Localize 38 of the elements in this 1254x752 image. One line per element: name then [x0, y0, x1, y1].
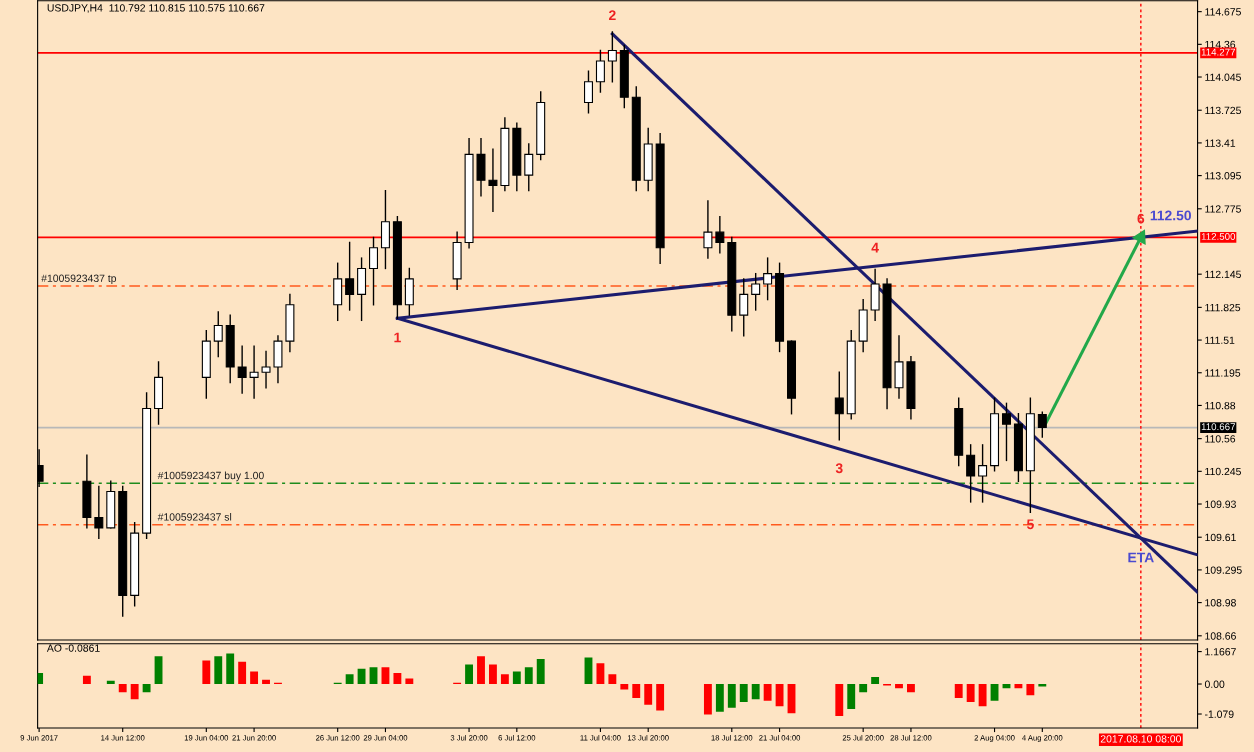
annotation: 6 [1137, 213, 1145, 224]
y-tick-label: 108.98 [1205, 599, 1236, 607]
y-tick-label: 111.825 [1205, 303, 1241, 312]
y-tick-label: 109.61 [1205, 533, 1236, 542]
ref-line-label: 110.667 [1201, 423, 1235, 431]
y-tick-label: -1.079 [1204, 710, 1234, 718]
y-tick-label: 112.775 [1205, 205, 1241, 213]
y-tick-label: 113.095 [1205, 172, 1241, 180]
ref-line-label: #1005923437 sl [157, 512, 232, 521]
ref-line-label: #1005923437 buy 1.00 [157, 471, 264, 482]
annotation: 4 [871, 242, 879, 253]
y-tick-label: 114.045 [1205, 73, 1241, 81]
annotation: ETA [1128, 552, 1154, 563]
y-tick-label: 1.1667 [1205, 648, 1236, 656]
ref-line-label: 114.277 [1201, 48, 1235, 56]
annotation: 1 [394, 332, 401, 343]
chart-title: USDJPY,H4 110.792 110.815 110.575 110.667 [47, 4, 265, 13]
y-tick-label: 0.00 [1204, 680, 1225, 688]
y-tick-label: 114.675 [1205, 8, 1241, 16]
y-tick-label: 111.195 [1205, 369, 1241, 377]
y-tick-label: 109.93 [1205, 500, 1236, 508]
y-tick-label: 113.41 [1205, 139, 1236, 147]
ref-line-label: #1005923437 tp [41, 274, 117, 285]
annotation: 112.50 [1150, 210, 1191, 221]
y-tick-label: 110.56 [1205, 435, 1236, 443]
y-tick-label: 112.145 [1205, 270, 1241, 279]
ref-line-label: 2017.08.10 08:00 [1100, 735, 1181, 743]
y-tick-label: 110.88 [1205, 401, 1236, 410]
y-tick-label: 113.725 [1205, 106, 1241, 115]
annotation: 2 [608, 10, 616, 20]
ref-line-label: 112.500 [1201, 233, 1236, 240]
y-tick-label: 110.245 [1205, 467, 1241, 476]
chart-title: AO -0.0861 [46, 644, 100, 652]
y-tick-label: 114.36 [1205, 40, 1236, 49]
y-tick-label: 108.66 [1205, 632, 1236, 640]
annotation: 3 [835, 463, 843, 474]
y-tick-label: 111.51 [1205, 336, 1235, 344]
y-tick-label: 109.295 [1205, 566, 1242, 574]
